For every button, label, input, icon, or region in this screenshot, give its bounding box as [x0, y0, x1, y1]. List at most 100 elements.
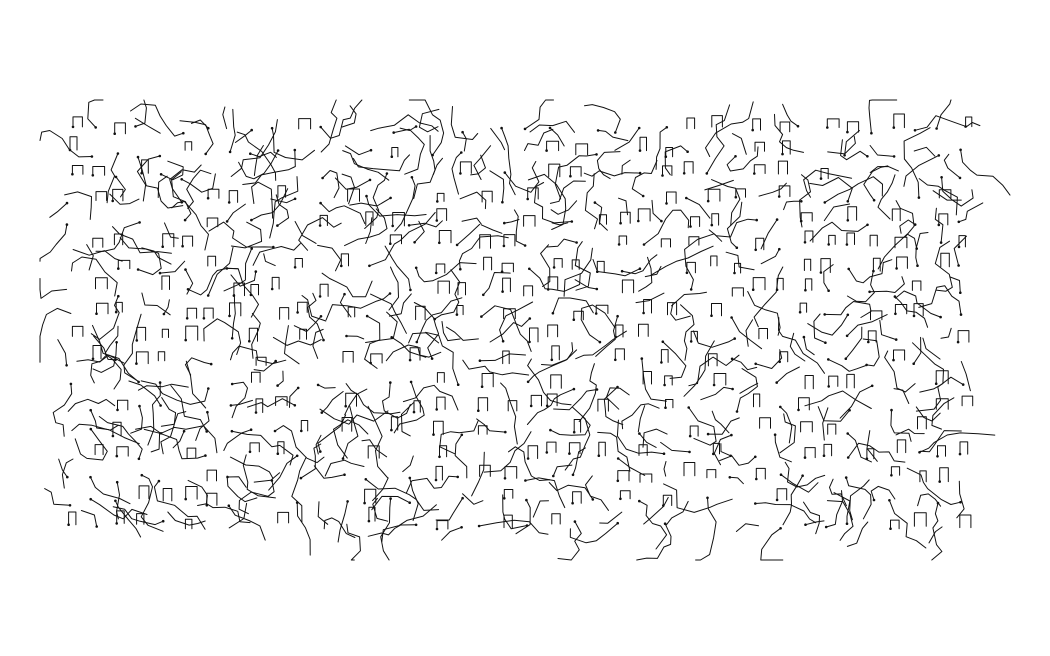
- glyph-dot-655: [408, 501, 412, 505]
- glyph-dot-220: [523, 244, 527, 247]
- glyph-stroke-486: [195, 411, 210, 441]
- glyph-stroke-689: [277, 511, 290, 524]
- glyph-stroke-211: [317, 244, 342, 272]
- glyph-stroke-261: [553, 258, 563, 268]
- glyph-dot-372: [345, 334, 348, 338]
- glyph-stroke-146: [666, 191, 677, 204]
- glyph-dot-597: [918, 451, 921, 454]
- glyph-stroke-287: [233, 282, 245, 297]
- glyph-dot-107: [682, 172, 686, 175]
- glyph-dot-695: [414, 523, 418, 527]
- glyph-stroke-132: [347, 188, 360, 202]
- glyph-dot-641: [89, 497, 92, 501]
- glyph-stroke-422: [575, 330, 627, 360]
- glyph-stroke-505: [637, 405, 646, 433]
- glyph-stroke-230: [755, 237, 765, 251]
- glyph-stroke-110: [753, 164, 766, 174]
- glyph-dot-447: [230, 382, 234, 386]
- glyph-dot-387: [689, 340, 693, 343]
- glyph-stroke-36: [893, 113, 905, 129]
- glyph-dot-248: [254, 270, 258, 273]
- glyph-stroke-557: [917, 416, 927, 430]
- glyph-dot-79: [959, 148, 962, 152]
- glyph-stroke-68: [705, 101, 754, 157]
- glyph-dot-613: [364, 478, 368, 481]
- glyph-stroke-612: [313, 465, 345, 479]
- glyph-stroke-525: [172, 430, 185, 449]
- glyph-dot-541: [549, 428, 552, 432]
- glyph-dot-642: [114, 499, 117, 503]
- glyph-stroke-671: [776, 488, 788, 501]
- glyph-stroke-135: [413, 135, 436, 200]
- glyph-stroke-447: [231, 381, 248, 419]
- glyph-stroke-553: [827, 423, 837, 435]
- glyph-dot-421: [550, 358, 554, 362]
- glyph-dot-415: [408, 358, 412, 362]
- glyph-stroke-94: [364, 173, 388, 229]
- glyph-stroke-707: [735, 523, 759, 532]
- glyph-stroke-286: [207, 246, 234, 296]
- glyph-stroke-499: [507, 400, 518, 412]
- glyph-dot-17: [461, 130, 464, 134]
- glyph-dot-131: [319, 201, 322, 205]
- glyph-dot-629: [728, 476, 732, 479]
- glyph-stroke-703: [599, 511, 623, 524]
- glyph-stroke-367: [231, 294, 236, 339]
- glyph-dot-676: [888, 499, 891, 502]
- glyph-stroke-141: [549, 180, 586, 204]
- glyph-stroke-661: [532, 500, 549, 518]
- glyph-stroke-281: [95, 277, 108, 290]
- glyph-dot-401: [91, 357, 95, 361]
- glyph-stroke-38: [936, 99, 952, 129]
- glyph-stroke-5: [130, 103, 184, 137]
- glyph-dot-594: [846, 456, 850, 459]
- glyph-dot-91: [321, 176, 324, 180]
- glyph-stroke-79: [960, 149, 1011, 196]
- glyph-dot-426: [660, 361, 663, 364]
- glyph-dot-84: [159, 173, 163, 176]
- glyph-dot-457: [456, 383, 460, 387]
- glyph-dot-232: [803, 241, 807, 244]
- glyph-stroke-280: [39, 278, 68, 299]
- glyph-stroke-387: [690, 330, 698, 342]
- glyph-stroke-599: [959, 441, 969, 455]
- glyph-dot-276: [895, 267, 898, 270]
- glyph-stroke-225: [643, 209, 690, 245]
- glyph-stroke-590: [719, 455, 756, 466]
- glyph-dot-176: [435, 219, 439, 222]
- glyph-stroke-320: [39, 307, 72, 363]
- glyph-dot-167: [225, 220, 229, 223]
- glyph-stroke-697: [441, 526, 463, 541]
- glyph-stroke-611: [324, 459, 365, 477]
- glyph-stroke-263: [596, 260, 605, 273]
- glyph-stroke-639: [956, 480, 965, 519]
- glyph-dot-590: [754, 455, 757, 459]
- glyph-dot-671: [775, 498, 779, 502]
- glyph-dot-274: [847, 267, 850, 271]
- glyph-stroke-438: [922, 337, 941, 360]
- glyph-stroke-181: [551, 222, 569, 226]
- glyph-stroke-292: [339, 293, 352, 318]
- glyph-stroke-303: [574, 279, 598, 290]
- glyph-stroke-392: [803, 336, 815, 356]
- glyph-dot-473: [827, 385, 830, 388]
- glyph-stroke-515: [804, 390, 872, 409]
- glyph-dot-406: [209, 362, 213, 366]
- glyph-dot-192: [799, 219, 803, 223]
- glyph-dot-102: [569, 174, 572, 178]
- glyph-stroke-496: [436, 396, 446, 410]
- glyph-stroke-600: [58, 458, 68, 478]
- glyph-stroke-209: [208, 221, 274, 248]
- glyph-stroke-248: [230, 271, 257, 287]
- glyph-stroke-258: [483, 256, 493, 271]
- glyph-stroke-196: [891, 208, 901, 222]
- glyph-dot-566: [204, 454, 207, 457]
- glyph-dot-430: [754, 362, 757, 366]
- glyph-stroke-401: [92, 345, 102, 360]
- glyph-dot-660: [525, 498, 528, 502]
- glyph-stroke-374: [391, 336, 427, 358]
- glyph-stroke-485: [160, 411, 187, 427]
- glyph-stroke-133: [366, 195, 427, 217]
- glyph-dot-462: [572, 387, 576, 391]
- glyph-stroke-69: [726, 146, 759, 172]
